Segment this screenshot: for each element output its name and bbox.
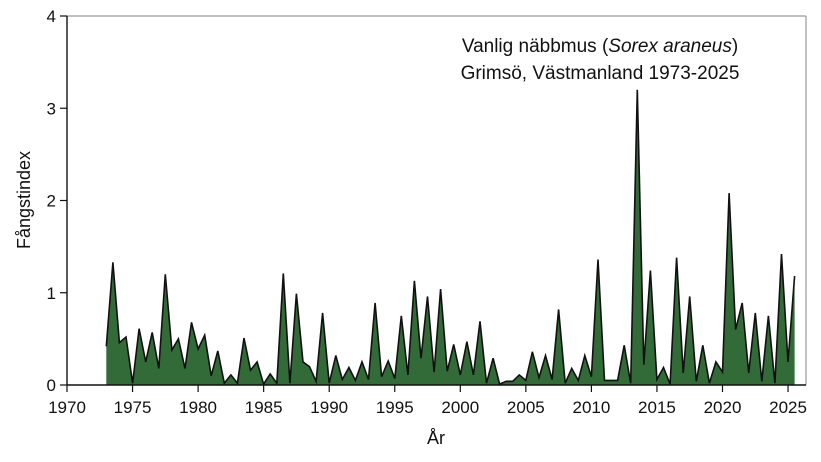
x-axis-title: År [427, 428, 445, 448]
chart-title: Vanlig näbbmus (Sorex araneus) Grimsö, V… [461, 36, 740, 84]
x-axis: 1970 1975 1980 1985 1990 1995 2000 2005 2010 2015… [48, 384, 807, 417]
y-tick-label: 1 [47, 284, 56, 303]
y-tick-label: 0 [47, 376, 56, 395]
x-tick-label: 2025 [769, 398, 807, 417]
x-tick-label: 2005 [507, 398, 545, 417]
x-tick-label: 1975 [114, 398, 152, 417]
x-tick-label: 2010 [572, 398, 610, 417]
x-tick-label: 2015 [638, 398, 676, 417]
x-tick-label: 1980 [179, 398, 217, 417]
x-tick-label: 2000 [441, 398, 479, 417]
plot-frame [67, 15, 807, 385]
title-line-1: Vanlig näbbmus (Sorex araneus) [462, 36, 738, 57]
x-tick-label: 1990 [310, 398, 348, 417]
area-fill [106, 89, 795, 386]
y-tick-label: 3 [47, 99, 56, 118]
y-tick-label: 2 [47, 192, 56, 211]
y-axis: 0 1 2 3 4 [47, 7, 68, 395]
x-tick-label: 1995 [376, 398, 414, 417]
title-line-2: Grimsö, Västmanland 1973-2025 [461, 63, 740, 84]
area-outline [105, 89, 796, 387]
x-tick-label: 1985 [245, 398, 283, 417]
x-tick-label: 2020 [704, 398, 742, 417]
x-tick-label: 1970 [48, 398, 86, 417]
series-area [105, 89, 796, 387]
y-tick-label: 4 [47, 7, 56, 26]
y-axis-title: Fångstindex [14, 151, 34, 249]
